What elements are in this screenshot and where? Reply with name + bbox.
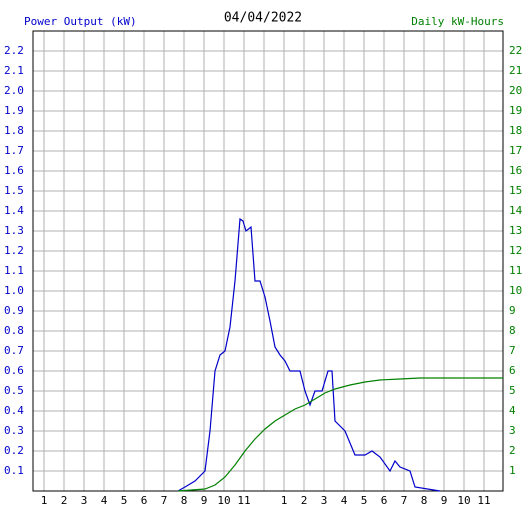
y2-tick-label: 19 [509,104,522,117]
x-tick-label: 5 [121,494,128,507]
y-tick-label: 2.2 [4,44,24,57]
y2-tick-label: 9 [509,304,516,317]
right-axis-title: Daily kW-Hours [411,15,504,28]
y-tick-label: 0.2 [4,444,24,457]
y2-tick-label: 22 [509,44,522,57]
x-tick-label: 6 [141,494,148,507]
x-tick-label: 2 [61,494,68,507]
x-tick-label: 4 [101,494,108,507]
x-tick-label: 3 [81,494,88,507]
chart-title: 04/04/2022 [224,11,302,26]
y2-tick-label: 20 [509,84,522,97]
x-tick-label: 3 [321,494,328,507]
y2-tick-label: 7 [509,344,516,357]
y-tick-label: 1.0 [4,284,24,297]
y-tick-label: 1.2 [4,244,24,257]
x-tick-label: 10 [457,494,470,507]
y-tick-label: 1.1 [4,264,24,277]
y2-tick-label: 18 [509,124,522,137]
y-tick-label: 0.7 [4,344,24,357]
x-tick-label: 9 [441,494,448,507]
y2-tick-label: 5 [509,384,516,397]
y2-tick-label: 1 [509,464,516,477]
x-tick-label: 2 [301,494,308,507]
y-tick-label: 1.7 [4,144,24,157]
x-tick-label: 10 [217,494,230,507]
x-tick-label: 7 [401,494,408,507]
y2-tick-label: 11 [509,264,522,277]
y-tick-label: 1.4 [4,204,24,217]
x-tick-label: 5 [361,494,368,507]
y-tick-label: 1.5 [4,184,24,197]
y2-tick-label: 3 [509,424,516,437]
y-tick-label: 0.9 [4,304,24,317]
y-tick-label: 1.6 [4,164,24,177]
y-tick-label: 0.4 [4,404,24,417]
y-tick-label: 2.0 [4,84,24,97]
y2-tick-label: 14 [509,204,523,217]
x-tick-label: 8 [181,494,188,507]
x-tick-label: 1 [281,494,288,507]
y2-tick-label: 4 [509,404,516,417]
x-tick-label: 7 [161,494,168,507]
plot-frame [32,30,504,492]
y2-tick-label: 10 [509,284,522,297]
x-tick-label: 11 [477,494,490,507]
y2-tick-label: 16 [509,164,522,177]
y-tick-label: 0.3 [4,424,24,437]
series-line [177,217,441,492]
y-tick-label: 1.9 [4,104,24,117]
y-tick-label: 2.1 [4,64,24,77]
y2-tick-label: 17 [509,144,522,157]
x-tick-label: 9 [201,494,208,507]
x-tick-label: 1 [41,494,48,507]
x-tick-label: 4 [341,494,348,507]
y-tick-label: 1.3 [4,224,24,237]
y2-tick-label: 8 [509,324,516,337]
x-tick-label: 11 [237,494,250,507]
y-tick-label: 0.1 [4,464,24,477]
x-tick-label: 8 [421,494,428,507]
y2-tick-label: 6 [509,364,516,377]
y-tick-label: 0.6 [4,364,24,377]
series-line [177,377,503,492]
y-tick-label: 1.8 [4,124,24,137]
y-tick-label: 0.5 [4,384,24,397]
y2-tick-label: 21 [509,64,522,77]
left-axis-title: Power Output (kW) [24,15,137,28]
y-tick-label: 0.8 [4,324,24,337]
x-tick-label: 6 [381,494,388,507]
y2-tick-label: 2 [509,444,516,457]
y2-tick-label: 15 [509,184,522,197]
y2-tick-label: 13 [509,224,522,237]
y2-tick-label: 12 [509,244,522,257]
